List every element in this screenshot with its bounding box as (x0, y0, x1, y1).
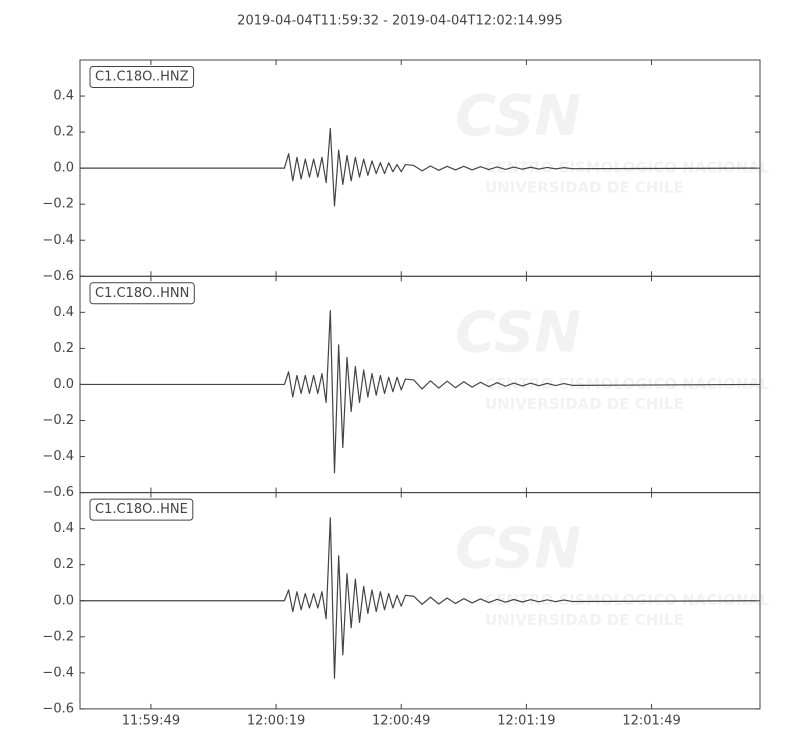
watermark-text: CENTRO SISMOLOGICO NACIONAL (485, 159, 770, 177)
x-tick-label: 12:00:49 (372, 713, 430, 728)
watermark-text: UNIVERSIDAD DE CHILE (485, 611, 684, 629)
y-tick-label: 0.2 (53, 125, 74, 140)
y-tick-label: 0.0 (53, 593, 74, 608)
x-tick-label: 11:59:49 (122, 713, 180, 728)
y-tick-label: −0.4 (42, 449, 74, 464)
y-tick-label: 0.2 (53, 557, 74, 572)
y-tick-label: −0.2 (42, 629, 74, 644)
y-tick-label: 0.0 (53, 377, 74, 392)
watermark-text: CENTRO SISMOLOGICO NACIONAL (485, 375, 770, 393)
trace-label-box (89, 282, 195, 305)
trace-label: C1.C18O..HNE (95, 502, 188, 517)
panel-frame (79, 492, 761, 710)
watermark-logo: CSN (455, 517, 581, 582)
y-tick-label: −0.6 (42, 701, 74, 716)
trace-label-box (89, 66, 195, 88)
y-tick-label: −0.2 (42, 413, 74, 428)
y-tick-label: −0.6 (42, 485, 74, 500)
y-tick-label: −0.4 (42, 665, 74, 680)
trace (80, 127, 756, 207)
trace-label: C1.C18O..HNZ (95, 70, 189, 85)
trace (80, 309, 756, 474)
y-tick-label: 0.4 (53, 305, 74, 320)
y-tick-label: 0.4 (53, 521, 74, 536)
y-tick-label: 0.4 (53, 89, 74, 104)
x-tick-label: 12:01:49 (622, 713, 680, 728)
watermark-logo: CSN (455, 84, 581, 149)
watermark-text: UNIVERSIDAD DE CHILE (485, 179, 684, 197)
x-tick-label: 12:00:19 (247, 713, 305, 728)
trace (80, 517, 756, 679)
trace-label: C1.C18O..HNN (95, 286, 189, 301)
watermark-text: UNIVERSIDAD DE CHILE (485, 395, 684, 413)
y-tick-label: −0.4 (42, 233, 74, 248)
trace-label-box (89, 498, 194, 521)
watermark-text: CENTRO SISMOLOGICO NACIONAL (485, 591, 770, 609)
y-tick-label: 0.2 (53, 341, 74, 356)
watermark-logo: CSN (455, 300, 581, 365)
x-tick-label: 12:01:19 (497, 713, 555, 728)
figure-title: 2019-04-04T11:59:32 - 2019-04-04T12:02:1… (237, 14, 563, 29)
y-tick-label: −0.2 (42, 197, 74, 212)
y-tick-label: −0.6 (42, 269, 74, 284)
y-tick-label: 0.0 (53, 161, 74, 176)
